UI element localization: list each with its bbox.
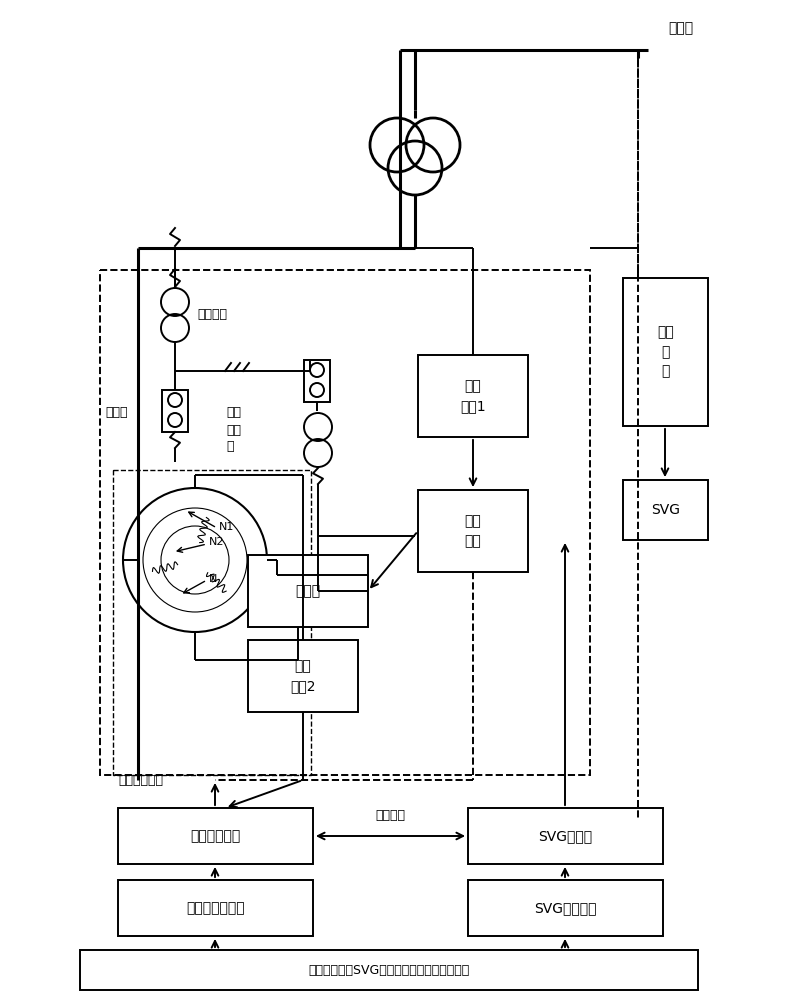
Bar	[248, 640, 358, 712]
Bar	[418, 490, 528, 572]
Bar	[304, 360, 330, 402]
Text: 采集
装置1: 采集 装置1	[460, 379, 485, 413]
Bar	[118, 880, 313, 936]
Text: 控制
装置: 控制 装置	[465, 514, 482, 548]
Text: SVG: SVG	[651, 503, 680, 517]
Text: N: N	[209, 574, 217, 584]
Bar	[468, 808, 663, 864]
Text: 电压
测
量: 电压 测 量	[657, 326, 674, 378]
Bar	[418, 355, 528, 437]
Text: 并网点: 并网点	[668, 21, 693, 35]
Text: 协调控制: 协调控制	[375, 809, 405, 822]
Bar	[100, 270, 590, 775]
Text: N1: N1	[219, 522, 234, 532]
Bar	[623, 278, 708, 426]
Text: 采集
装獲2: 采集 装獲2	[290, 659, 316, 693]
Text: 双馈异步电机: 双馈异步电机	[118, 774, 163, 786]
Text: 励磁
变压
器: 励磁 变压 器	[226, 406, 241, 454]
Bar	[113, 470, 311, 775]
Text: 调相机控制器: 调相机控制器	[190, 829, 241, 843]
Bar	[468, 880, 663, 936]
Bar	[162, 390, 188, 432]
Bar	[623, 480, 708, 540]
Text: SVG电压控制: SVG电压控制	[535, 901, 596, 915]
Text: 调相机电压控制: 调相机电压控制	[186, 901, 245, 915]
Bar	[118, 808, 313, 864]
Text: N2: N2	[209, 537, 224, 547]
Text: SVG控制器: SVG控制器	[539, 829, 592, 843]
Text: 变频器: 变频器	[295, 584, 321, 598]
Text: 主变压器: 主变压器	[197, 308, 227, 322]
Bar	[80, 950, 698, 990]
Bar	[248, 555, 368, 627]
Text: 基于调相机与SVG的风电场电压协调控制方法: 基于调相机与SVG的风电场电压协调控制方法	[308, 964, 470, 976]
Text: 调相机: 调相机	[105, 406, 128, 418]
